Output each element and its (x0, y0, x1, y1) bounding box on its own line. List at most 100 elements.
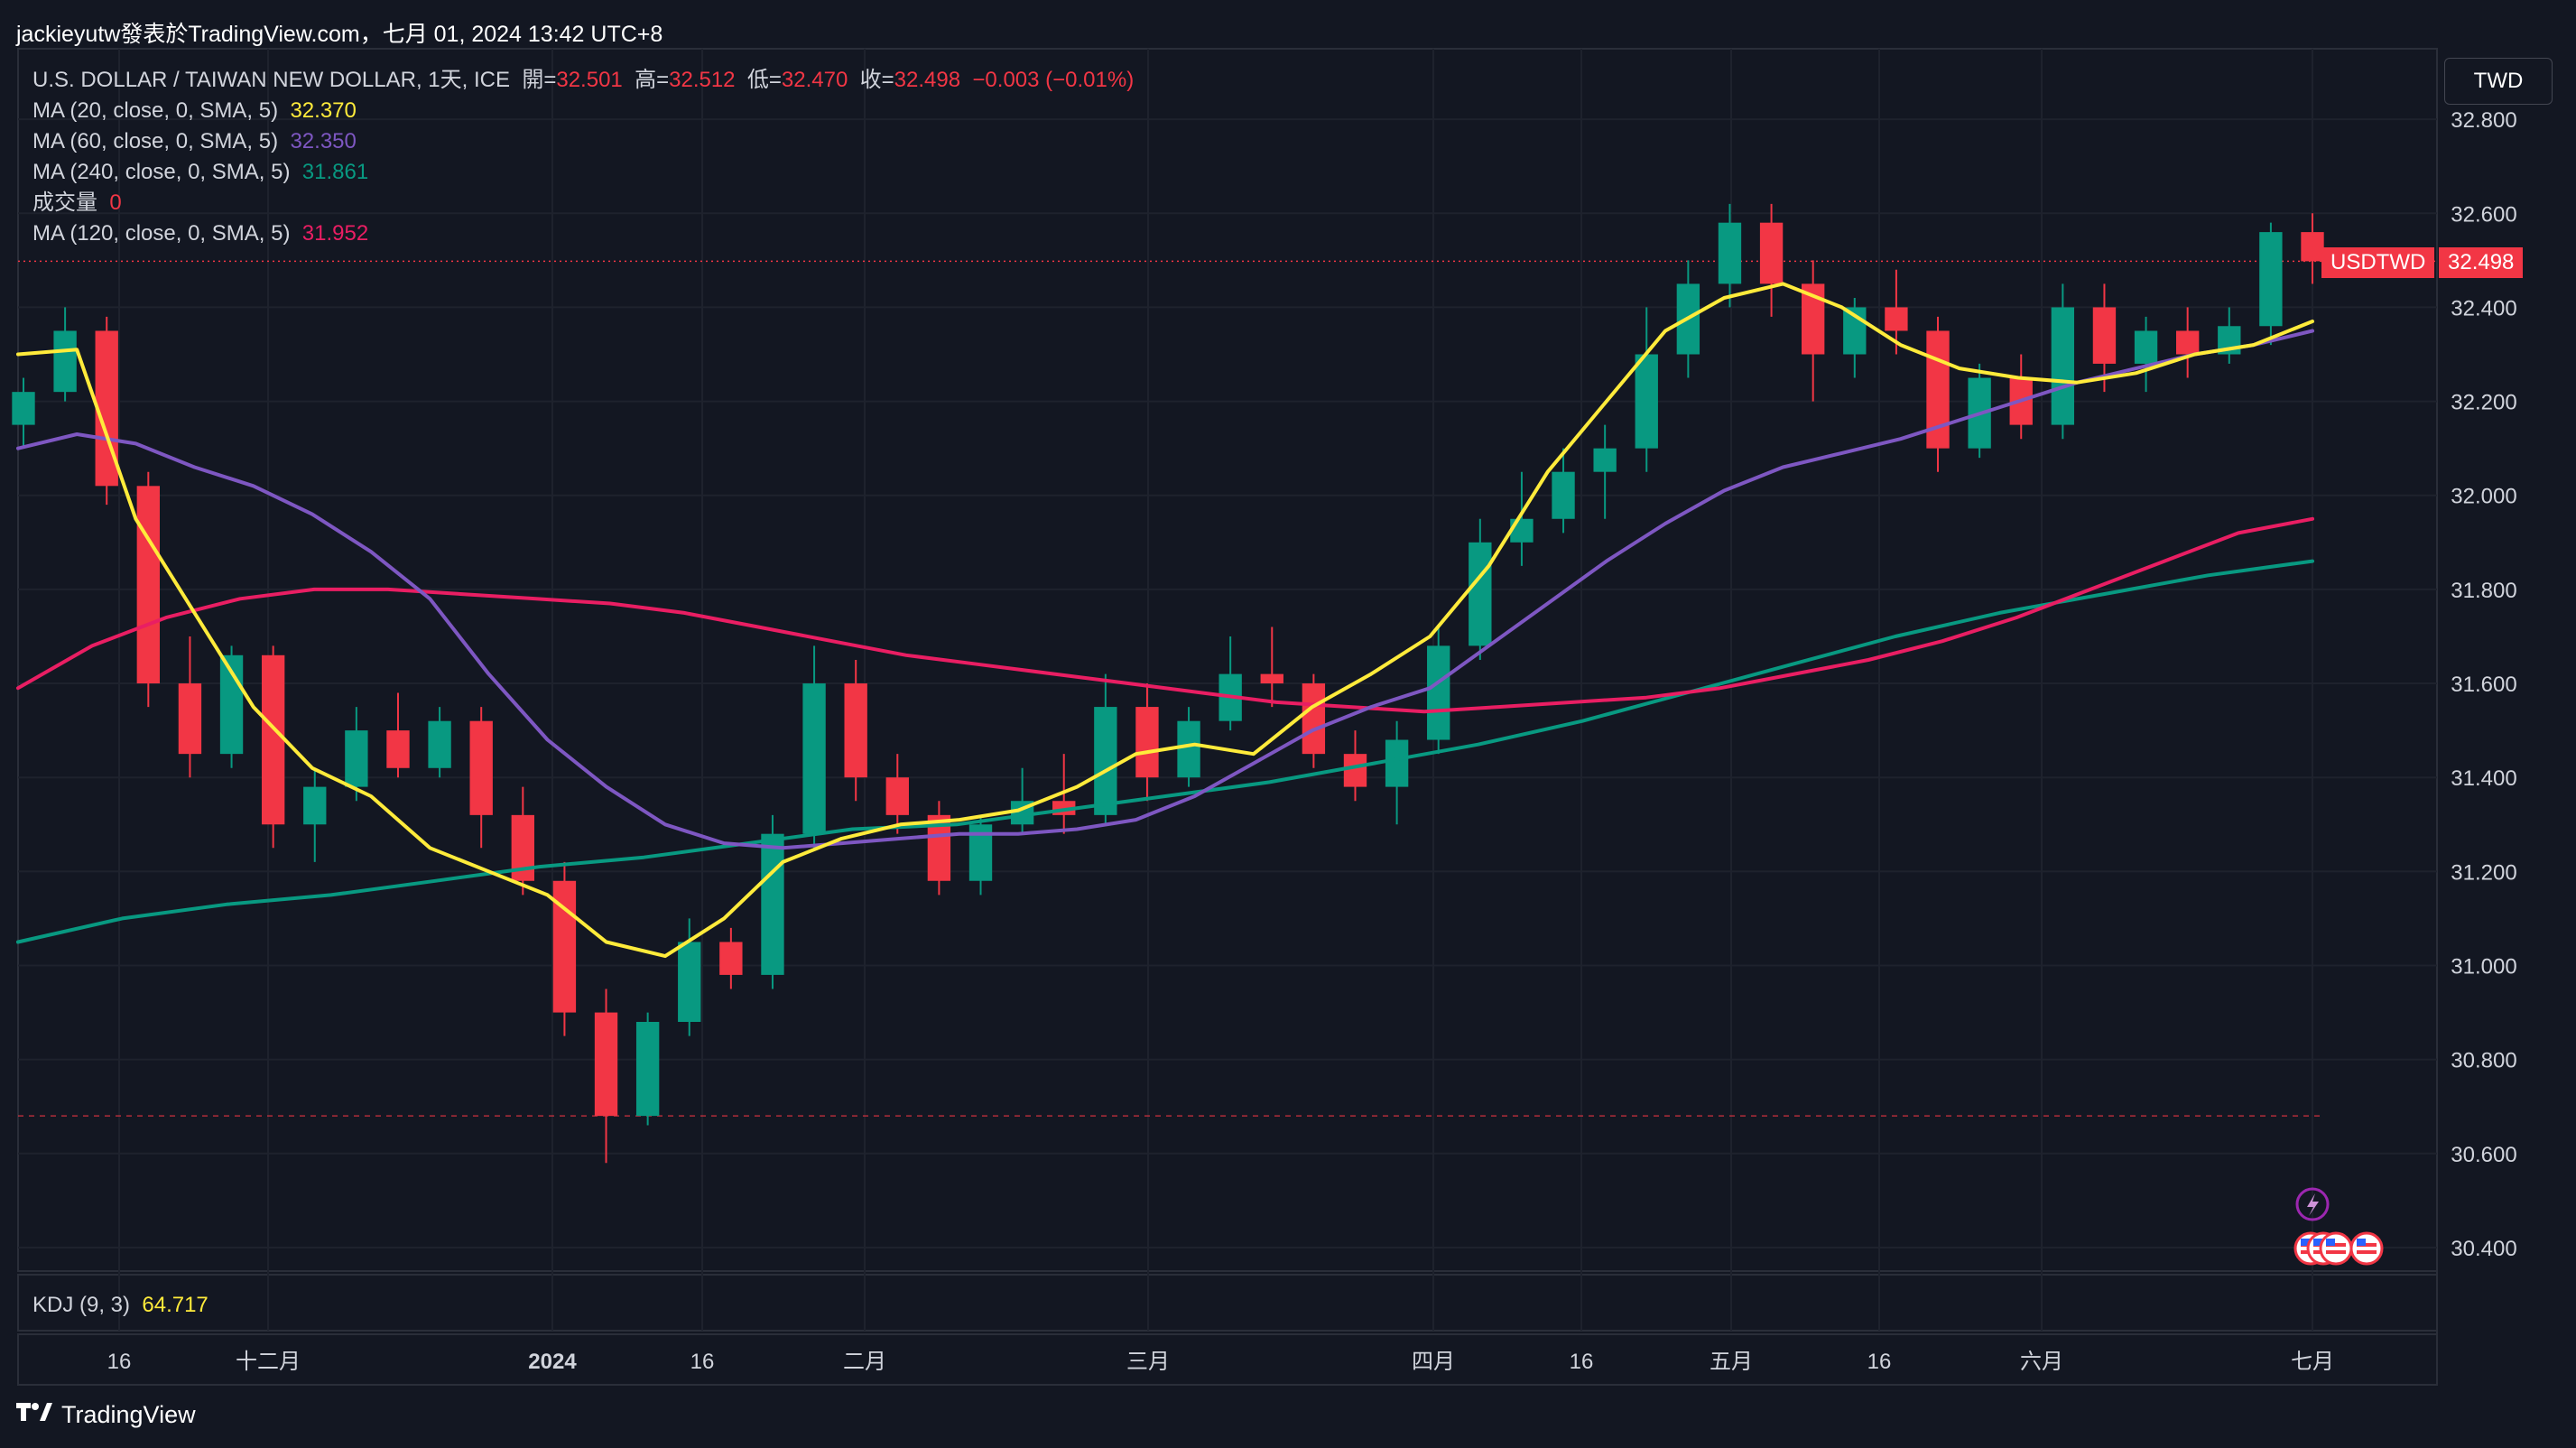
candle-body (53, 330, 77, 393)
kdj-label: KDJ (9, 3) (32, 1293, 131, 1317)
us-flag-stripe (2326, 1250, 2346, 1254)
x-tick-label: 16 (1570, 1350, 1594, 1374)
candle-body (678, 942, 701, 1022)
candle-body (12, 392, 35, 425)
ma240-legend-row[interactable]: MA (240, close, 0, SMA, 5) 31.861 (32, 157, 1134, 188)
ma240-value: 31.861 (301, 160, 369, 184)
us-flag-stripe (2326, 1243, 2346, 1247)
last-price-tag: 32.498 (2439, 247, 2524, 278)
candle-body (844, 683, 867, 778)
us-flag-stripe (2357, 1243, 2377, 1247)
tradingview-logo-icon (16, 1401, 52, 1429)
lightning-icon (2295, 1187, 2330, 1221)
brand-name: TradingView (61, 1401, 196, 1428)
y-tick-label: 31.400 (2451, 766, 2516, 791)
y-tick-label: 31.600 (2451, 673, 2516, 697)
us-flag-canton (2357, 1239, 2366, 1246)
x-tick-label: 二月 (843, 1350, 886, 1374)
candle-body (885, 777, 909, 815)
us-flag-icon (2349, 1231, 2384, 1266)
candle-body (1427, 645, 1450, 740)
y-tick-label: 32.400 (2451, 296, 2516, 320)
close-label: 收= (859, 68, 894, 92)
x-tick-label: 五月 (1710, 1350, 1753, 1374)
open-value: 32.501 (556, 68, 623, 92)
volume-value: 0 (109, 190, 122, 215)
candle-body (1094, 707, 1117, 815)
candle-body (1510, 518, 1534, 543)
y-tick-label: 30.600 (2451, 1143, 2516, 1167)
high-label: 高= (635, 68, 670, 92)
x-tick-label: 六月 (2020, 1350, 2063, 1374)
candle-body (1135, 707, 1159, 778)
ma120-legend-row[interactable]: MA (120, close, 0, SMA, 5) 31.952 (32, 218, 1134, 249)
open-label: 開= (522, 68, 557, 92)
us-flag-canton (2326, 1239, 2335, 1246)
tradingview-brand[interactable]: TradingView (16, 1401, 196, 1429)
close-value: 32.498 (894, 68, 961, 92)
candle-body (2134, 330, 2158, 364)
candle-body (761, 833, 784, 975)
candle-body (345, 730, 368, 787)
x-tick-label: 16 (107, 1350, 132, 1374)
ma20-label: MA (20, close, 0, SMA, 5) (32, 98, 279, 123)
lightning-glyph (2307, 1193, 2319, 1216)
ma60-legend-row[interactable]: MA (60, close, 0, SMA, 5) 32.350 (32, 126, 1134, 157)
volume-label: 成交量 (32, 190, 97, 215)
change-value: −0.003 (−0.01%) (972, 68, 1135, 92)
us-flag-canton (2313, 1239, 2322, 1246)
candle-body (1260, 673, 1283, 684)
ma120-value: 31.952 (301, 221, 369, 246)
currency-button[interactable]: TWD (2444, 58, 2553, 105)
ma60-label: MA (60, close, 0, SMA, 5) (32, 129, 279, 153)
low-value: 32.470 (781, 68, 848, 92)
candle-body (261, 654, 285, 825)
candle-body (1759, 222, 1784, 284)
symbol-price-tag: USDTWD (2321, 247, 2435, 278)
ma60-value: 32.350 (290, 129, 357, 153)
candle-body (802, 683, 826, 834)
candle-body (428, 720, 451, 768)
y-tick-label: 32.800 (2451, 108, 2516, 133)
time-axis (17, 1333, 2438, 1386)
symbol-name: U.S. DOLLAR / TAIWAN NEW DOLLAR, 1天, ICE (32, 68, 510, 92)
y-tick-label: 32.600 (2451, 202, 2516, 227)
candle-body (1885, 307, 1908, 331)
candle-body (386, 730, 410, 768)
candle-body (1385, 739, 1409, 787)
candle-body (469, 720, 493, 815)
ma20-legend-row[interactable]: MA (20, close, 0, SMA, 5) 32.370 (32, 96, 1134, 126)
volume-legend-row[interactable]: 成交量 0 (32, 188, 1134, 218)
y-tick-label: 32.000 (2451, 485, 2516, 509)
kdj-value: 64.717 (142, 1293, 208, 1317)
candle-body (719, 942, 743, 975)
y-tick-label: 31.200 (2451, 860, 2516, 885)
ma240-label: MA (240, close, 0, SMA, 5) (32, 160, 291, 184)
y-tick-label: 30.800 (2451, 1049, 2516, 1073)
x-tick-label: 三月 (1126, 1350, 1170, 1374)
candle-body (178, 683, 202, 755)
candle-body (594, 1012, 618, 1117)
candle-body (635, 1021, 660, 1117)
ma60-line (16, 329, 2314, 850)
kdj-legend[interactable]: KDJ (9, 3) 64.717 (32, 1293, 208, 1318)
kdj-pane (17, 1274, 2438, 1332)
y-tick-label: 31.800 (2451, 579, 2516, 603)
y-tick-label: 31.000 (2451, 955, 2516, 979)
us-flag-canton (2301, 1239, 2310, 1246)
candle-body (1593, 448, 1617, 472)
candle-body (136, 486, 161, 684)
ma240-line (16, 559, 2314, 944)
candle-body (2259, 232, 2283, 327)
candle-body (2051, 307, 2075, 425)
candle-body (1469, 542, 1492, 646)
candle-body (2175, 330, 2200, 355)
symbol-legend-row[interactable]: U.S. DOLLAR / TAIWAN NEW DOLLAR, 1天, ICE… (32, 65, 1134, 96)
candle-body (1552, 471, 1575, 519)
low-label: 低= (746, 68, 782, 92)
candle-body (1177, 720, 1200, 778)
high-value: 32.512 (669, 68, 736, 92)
us-flag-icon (2319, 1231, 2353, 1266)
candle-body (1718, 222, 1742, 284)
